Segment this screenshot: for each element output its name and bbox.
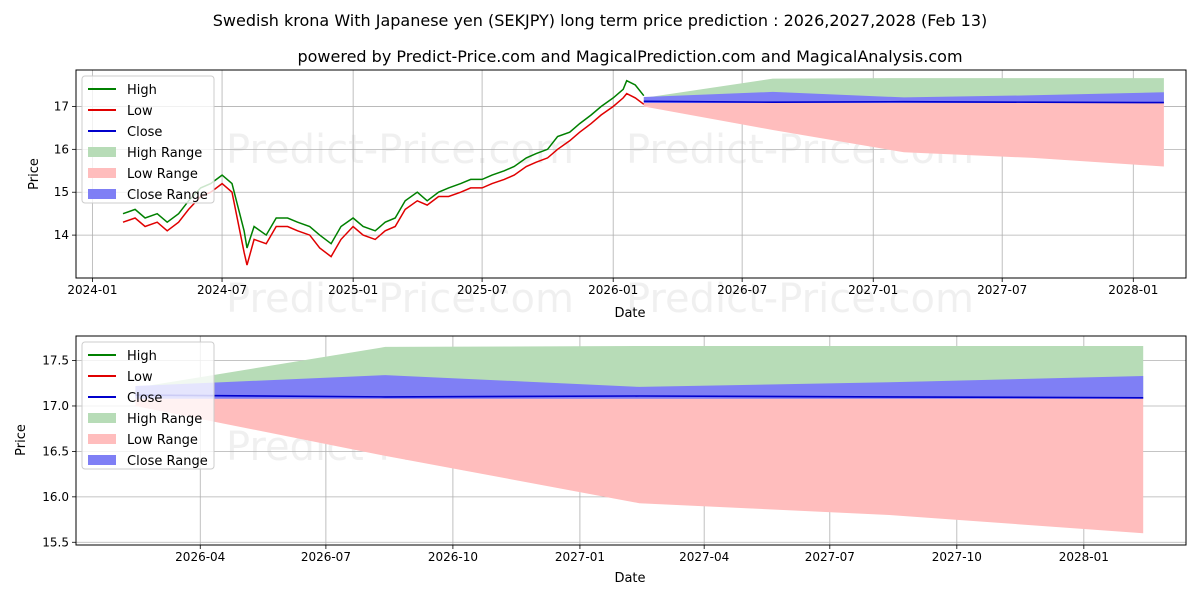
y-tick-label: 14 [54, 228, 69, 242]
legend-swatch-patch [88, 434, 116, 444]
y-tick-label: 15.5 [42, 535, 69, 549]
x-tick-label: 2024-07 [197, 283, 247, 297]
legend-label: High [127, 83, 157, 98]
y-axis-title: Price [27, 158, 42, 190]
y-tick-label: 16.5 [42, 444, 69, 458]
watermark-text: Predict-Price.com [626, 276, 974, 322]
x-tick-label: 2026-10 [428, 550, 478, 564]
x-axis-ticks: 2024-01 2024-07 2025-01 2025-07 2026-01 2026-… [67, 278, 1158, 297]
legend-swatch-patch [88, 168, 116, 178]
low-range-band [135, 395, 1144, 534]
x-tick-label: 2027-07 [805, 550, 855, 564]
legend-label: Close Range [127, 188, 208, 203]
top-panel: Predict-Price.com Predict-Price.comPredic… [27, 69, 1187, 322]
y-tick-label: 17 [54, 99, 69, 113]
watermark-text: Predict-Price.com [626, 276, 974, 322]
y-tick-label: 17.0 [42, 399, 69, 413]
y-tick-label: 15 [54, 185, 69, 199]
legend-label: High Range [127, 412, 202, 427]
y-tick-label: 16.0 [42, 490, 69, 504]
plot-series [135, 346, 1144, 534]
x-tick-label: 2027-10 [932, 550, 982, 564]
plot-series [122, 78, 1164, 266]
watermark-outside-group: Predict-Price.com Predict-Price.com [226, 276, 974, 322]
legend-label: Low [127, 104, 153, 119]
close-range-band [643, 91, 1164, 103]
close-range-band [135, 375, 1144, 399]
watermark-text: Predict-Price.com [226, 127, 574, 173]
close-line [135, 394, 1144, 399]
x-tick-label: 2024-01 [67, 283, 117, 297]
x-axis-title: Date [614, 306, 645, 321]
y-tick-label: 17.5 [42, 354, 69, 368]
bottom-panel: Predict-Price.comPredict-Price.com2026-0… [14, 335, 1187, 586]
chart-title: Swedish krona With Japanese yen (SEKJPY)… [213, 11, 987, 30]
legend-label: Close [127, 391, 162, 406]
x-tick-label: 2028-01 [1108, 283, 1158, 297]
x-tick-label: 2026-07 [301, 550, 351, 564]
x-axis-title: Date [614, 571, 645, 586]
y-tick-label: 16 [54, 142, 69, 156]
legend-label: Low [127, 370, 153, 385]
plot-frame [75, 335, 1187, 546]
legend-label: Close [127, 125, 162, 140]
legend-label: High [127, 349, 157, 364]
y-axis-title: Price [14, 424, 29, 456]
x-tick-label: 2025-07 [457, 283, 507, 297]
legend: High Low Close High Range Low Range Close Ran… [81, 75, 215, 204]
chart-subtitle: powered by Predict-Price.com and Magical… [297, 47, 962, 66]
legend-swatch-patch [88, 455, 116, 465]
legend-label: Low Range [127, 167, 198, 182]
legend-swatch-patch [88, 147, 116, 157]
plot-frame [75, 69, 1187, 279]
x-tick-label: 2027-01 [555, 550, 605, 564]
legend-label: Low Range [127, 433, 198, 448]
close-line [643, 100, 1164, 104]
x-tick-label: 2026-01 [588, 283, 638, 297]
x-tick-label: 2026-04 [175, 550, 225, 564]
watermark-text: Predict-Price.com [226, 276, 574, 322]
x-tick-label: 2027-07 [977, 283, 1027, 297]
watermark-text: Predict-Price.com [226, 276, 574, 322]
x-tick-label: 2026-07 [717, 283, 767, 297]
legend-label: Close Range [127, 454, 208, 469]
x-tick-label: 2025-01 [328, 283, 378, 297]
legend-swatch-patch [88, 189, 116, 199]
low-range-band [643, 101, 1164, 167]
legend-label: High Range [127, 146, 202, 161]
legend-swatch-patch [88, 413, 116, 423]
x-tick-label: 2027-01 [848, 283, 898, 297]
legend: High Low Close High Range Low Range Close Ran… [81, 341, 215, 470]
x-axis-ticks: 2026-04 2026-07 2026-10 2027-01 2027-04 2027-… [175, 545, 1109, 564]
x-tick-label: 2028-01 [1059, 550, 1109, 564]
y-axis-ticks: 15.5 16.0 16.5 17.0 17.5 [42, 354, 76, 549]
x-tick-label: 2027-04 [679, 550, 729, 564]
y-axis-ticks: 14 15 16 17 [54, 99, 76, 242]
